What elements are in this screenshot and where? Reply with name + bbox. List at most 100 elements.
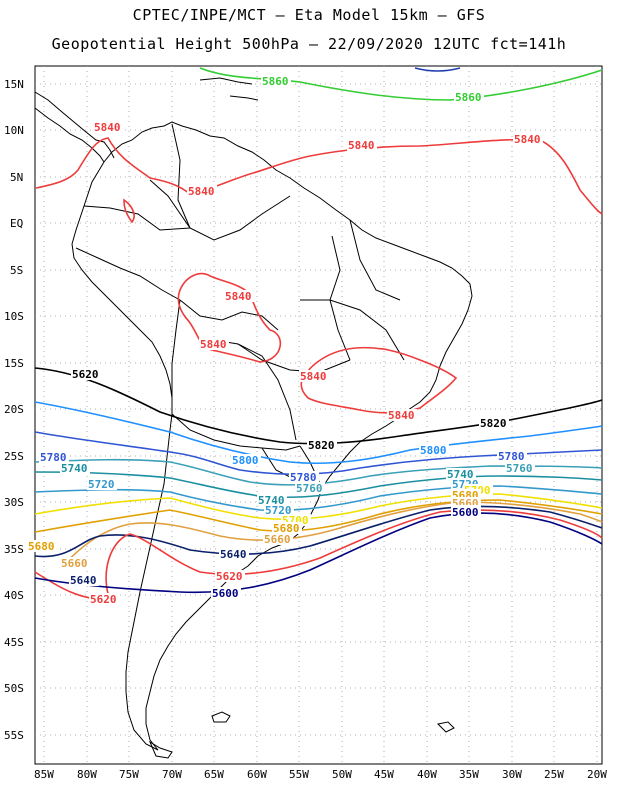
contour-label-background (295, 482, 325, 494)
contour-label-background (27, 540, 57, 552)
lon-label: 55W (289, 768, 309, 781)
contour-label-5780: 5780 (290, 471, 317, 484)
contour-5600 (34, 512, 603, 594)
contour-label-background (479, 417, 509, 429)
contour-label-5740: 5740 (258, 494, 285, 507)
contour-5800 (34, 401, 603, 465)
contour-label-background (454, 91, 484, 103)
contour-label-5860: 5860 (262, 75, 289, 88)
contour-label-background (71, 368, 101, 380)
contour-5740 (34, 471, 603, 499)
contour-label-background (289, 471, 319, 483)
contour-label-5600: 5600 (452, 506, 479, 519)
lat-label: 35S (4, 543, 24, 556)
contour-label-background (211, 587, 241, 599)
lat-label: 30S (4, 496, 24, 509)
contour-label-5820: 5820 (480, 417, 507, 430)
contour-labels: 5860 5860 5840 5840 5840 5840 5840 5840 5840 5840… (27, 75, 543, 606)
contour-label-background (497, 450, 527, 462)
contour-5840-small (123, 198, 135, 224)
contour-label-background (219, 548, 249, 560)
contour-label-5800: 5800 (232, 454, 259, 467)
map-subtitle: Geopotential Height 500hPa – 22/09/2020 … (51, 35, 567, 53)
contour-label-5800: 5800 (420, 444, 447, 457)
lon-label: 50W (332, 768, 352, 781)
contour-label-background (231, 454, 261, 466)
lat-label: 15S (4, 357, 24, 370)
contour-label-5640: 5640 (70, 574, 97, 587)
lat-axis-labels: 15N 10N 5N EQ 5S 10S 15S 20S 25S 30S 35S… (4, 78, 24, 742)
contour-label-background (263, 533, 293, 545)
contour-label-5720: 5720 (88, 478, 115, 491)
contour-label-5620: 5620 (216, 570, 243, 583)
lon-label: 45W (374, 768, 394, 781)
contour-label-5740: 5740 (61, 462, 88, 475)
lon-label: 75W (119, 768, 139, 781)
lat-label: 50S (4, 682, 24, 695)
contour-5700 (34, 493, 603, 521)
lon-label: 70W (162, 768, 182, 781)
contour-label-background (446, 468, 476, 480)
contour-5840-north (35, 137, 603, 215)
contour-label-5660: 5660 (264, 533, 291, 546)
contour-label-5840: 5840 (200, 338, 227, 351)
lat-label: 55S (4, 729, 24, 742)
lat-label: EQ (10, 217, 23, 230)
contour-label-background (215, 570, 245, 582)
contour-label-5660: 5660 (61, 557, 88, 570)
lat-label: 20S (4, 403, 24, 416)
lat-label: 10S (4, 310, 24, 323)
contour-label-5840: 5840 (300, 370, 327, 383)
lon-label: 60W (247, 768, 267, 781)
lat-label: 40S (4, 589, 24, 602)
contour-5660 (59, 501, 603, 569)
contour-5680 (34, 499, 603, 533)
lon-label: 65W (204, 768, 224, 781)
map-frame (34, 65, 603, 765)
contour-label-background (272, 522, 302, 534)
lon-label: 20W (587, 768, 607, 781)
lat-label: 10N (4, 124, 24, 137)
contour-label-background (387, 409, 417, 421)
contour-label-background (89, 593, 119, 605)
contour-label-5760: 5760 (506, 462, 533, 475)
contour-label-background (257, 494, 287, 506)
lon-label: 35W (459, 768, 479, 781)
contour-label-background (419, 444, 449, 456)
map-title: CPTEC/INPE/MCT – Eta Model 15km – GFS (132, 6, 486, 24)
contour-label-5840: 5840 (514, 133, 541, 146)
contour-label-5860: 5860 (455, 91, 482, 104)
contour-5840-east (300, 346, 458, 414)
lat-label: 25S (4, 450, 24, 463)
contour-label-5760: 5760 (296, 482, 323, 495)
contour-label-background (69, 574, 99, 586)
contour-label-background (224, 290, 254, 302)
contour-label-background (347, 139, 377, 151)
contour-5840-navy-north (414, 67, 461, 72)
contour-label-5840: 5840 (94, 121, 121, 134)
contour-label-background (187, 185, 217, 197)
contour-label-5820: 5820 (308, 439, 335, 452)
contour-label-background (60, 557, 90, 569)
contour-label-5840: 5840 (188, 185, 215, 198)
contour-label-5600: 5600 (212, 587, 239, 600)
contour-label-5680: 5680 (273, 522, 300, 535)
contour-label-5720: 5720 (265, 504, 292, 517)
contour-label-5640: 5640 (220, 548, 247, 561)
contour-label-5840: 5840 (348, 139, 375, 152)
contour-label-background (87, 478, 117, 490)
contour-label-5820: 5620 (72, 368, 99, 381)
lat-label: 5N (10, 171, 23, 184)
contour-5640 (34, 505, 603, 558)
lon-label: 85W (34, 768, 54, 781)
contour-5720 (34, 485, 603, 512)
contour-label-background (93, 121, 123, 133)
contour-label-background (451, 506, 481, 518)
contour-5860-north (199, 67, 603, 101)
contour-label-5680: 5680 (28, 540, 55, 553)
contour-label-5840: 5840 (225, 290, 252, 303)
contour-lines (34, 67, 603, 601)
contour-label-background (264, 504, 294, 516)
lat-label: 15N (4, 78, 24, 91)
